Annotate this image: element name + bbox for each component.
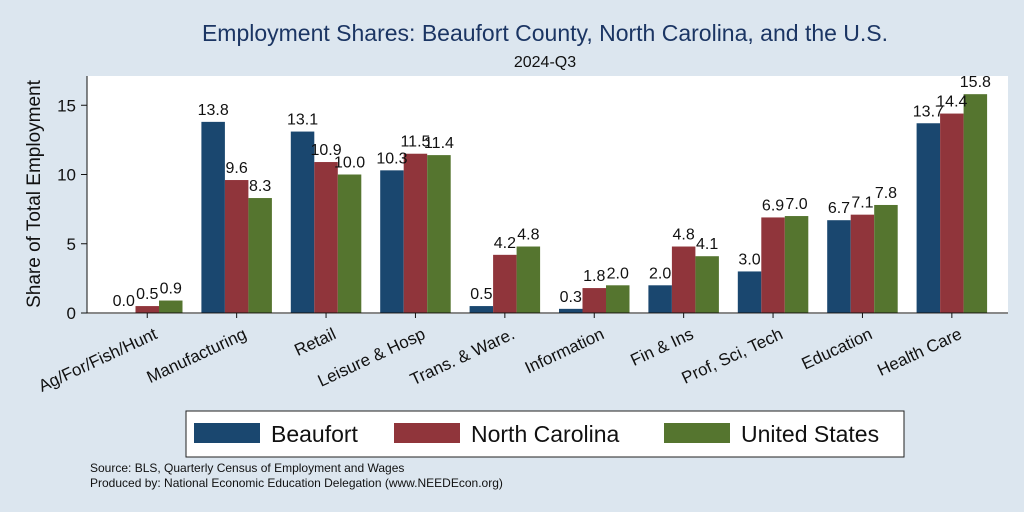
- bar-north-carolina-fin-ins: [671, 246, 696, 313]
- bar-north-carolina-leisure-hosp: [403, 153, 428, 313]
- x-tick-label-information: Information: [522, 324, 607, 377]
- bar-north-carolina-trans-ware: [493, 254, 517, 313]
- bars: [135, 94, 988, 314]
- bar-united-states-trans-ware: [516, 246, 541, 313]
- data-label-united-states-leisure-hosp: 11.4: [424, 135, 454, 152]
- bar-united-states-retail: [337, 174, 362, 313]
- data-label-north-carolina-information: 1.8: [583, 268, 605, 285]
- data-label-beaufort-retail: 13.1: [287, 112, 318, 129]
- data-label-united-states-fin-ins: 4.1: [696, 236, 718, 253]
- bar-united-states-leisure-hosp: [427, 155, 451, 313]
- x-tick-label-education: Education: [799, 324, 876, 373]
- data-label-beaufort-health-care: 13.7: [913, 103, 944, 120]
- y-axis: 0 5 10 15: [57, 76, 88, 323]
- data-label-united-states-ag-for-fish-hunt: 0.9: [160, 281, 182, 298]
- x-tick-label-ag-for-fish-hunt: Ag/For/Fish/Hunt: [36, 324, 161, 396]
- bar-united-states-manufacturing: [248, 198, 272, 313]
- data-label-beaufort-fin-ins: 2.0: [649, 265, 671, 282]
- bar-north-carolina-prof-sci-tech: [761, 217, 785, 313]
- chart-title: Employment Shares: Beaufort County, Nort…: [202, 20, 888, 46]
- data-label-north-carolina-prof-sci-tech: 6.9: [762, 197, 784, 214]
- data-label-united-states-manufacturing: 8.3: [249, 178, 271, 195]
- data-label-united-states-health-care: 15.8: [960, 74, 991, 91]
- data-label-north-carolina-health-care: 14.4: [936, 94, 967, 111]
- data-label-north-carolina-manufacturing: 9.6: [226, 160, 248, 177]
- data-label-north-carolina-fin-ins: 4.8: [673, 227, 695, 244]
- data-label-north-carolina-education: 7.1: [851, 195, 873, 212]
- bar-beaufort-information: [559, 308, 583, 313]
- bar-united-states-information: [606, 285, 630, 313]
- y-tick-label: 0: [67, 304, 76, 323]
- legend-swatch-united-states: [664, 423, 730, 443]
- data-labels: 0.0 0.5 0.913.89.68.313.110.910.0 10.311.51…: [113, 74, 991, 310]
- bar-beaufort-health-care: [916, 123, 941, 313]
- bar-united-states-ag-for-fish-hunt: [159, 300, 183, 313]
- data-label-north-carolina-leisure-hosp: 11.5: [400, 134, 430, 151]
- legend-label-beaufort: Beaufort: [271, 421, 359, 447]
- data-label-north-carolina-trans-ware: 4.2: [494, 235, 516, 252]
- bar-north-carolina-retail: [314, 162, 338, 313]
- produced-by-note: Produced by: National Economic Education…: [90, 476, 503, 490]
- data-label-beaufort-information: 0.3: [560, 289, 582, 306]
- data-label-united-states-retail: 10.0: [334, 155, 365, 172]
- x-tick-label-manufacturing: Manufacturing: [144, 324, 250, 387]
- bar-north-carolina-health-care: [940, 113, 964, 313]
- bar-united-states-education: [874, 204, 898, 313]
- x-tick-label-retail: Retail: [291, 324, 338, 360]
- y-tick-label: 5: [67, 235, 76, 254]
- data-label-beaufort-manufacturing: 13.8: [198, 102, 229, 119]
- data-label-beaufort-trans-ware: 0.5: [470, 286, 492, 303]
- bar-beaufort-trans-ware: [469, 306, 494, 313]
- bar-beaufort-prof-sci-tech: [737, 271, 762, 313]
- bar-north-carolina-information: [582, 288, 606, 313]
- x-tick-label-fin-ins: Fin & Ins: [628, 324, 697, 370]
- bar-north-carolina-manufacturing: [224, 180, 249, 313]
- bar-north-carolina-ag-for-fish-hunt: [135, 306, 159, 313]
- x-tick-label-health-care: Health Care: [874, 324, 964, 380]
- y-tick-label: 10: [57, 166, 76, 185]
- legend-label-north-carolina: North Carolina: [471, 421, 619, 447]
- x-tick-label-prof-sci-tech: Prof, Sci, Tech: [679, 324, 786, 387]
- data-label-united-states-trans-ware: 4.8: [517, 227, 539, 244]
- legend-box: [185, 410, 905, 458]
- legend-swatch-north-carolina: [394, 423, 460, 443]
- legend: Beaufort North Carolina United States: [185, 410, 905, 458]
- bar-beaufort-fin-ins: [648, 285, 672, 313]
- y-axis-label: Share of Total Employment: [24, 79, 45, 307]
- data-label-beaufort-leisure-hosp: 10.3: [376, 150, 407, 167]
- data-label-beaufort-ag-for-fish-hunt: 0.0: [113, 293, 135, 310]
- bar-united-states-prof-sci-tech: [784, 216, 809, 313]
- bar-beaufort-leisure-hosp: [380, 170, 404, 313]
- bar-beaufort-retail: [290, 131, 315, 313]
- data-label-north-carolina-ag-for-fish-hunt: 0.5: [136, 286, 158, 303]
- bar-north-carolina-education: [850, 214, 875, 313]
- data-label-united-states-information: 2.0: [607, 265, 629, 282]
- data-label-united-states-prof-sci-tech: 7.0: [785, 196, 807, 213]
- data-label-united-states-education: 7.8: [875, 185, 897, 202]
- data-label-beaufort-education: 6.7: [828, 200, 850, 217]
- bar-united-states-fin-ins: [695, 256, 719, 313]
- data-label-beaufort-prof-sci-tech: 3.0: [738, 251, 760, 268]
- chart-subtitle: 2024-Q3: [514, 54, 576, 71]
- y-tick-label: 15: [57, 96, 76, 115]
- data-label-north-carolina-retail: 10.9: [310, 142, 341, 159]
- bar-united-states-health-care: [963, 94, 988, 313]
- bar-beaufort-manufacturing: [201, 121, 225, 314]
- bar-beaufort-education: [827, 220, 851, 313]
- legend-label-united-states: United States: [741, 421, 879, 447]
- source-note: Source: BLS, Quarterly Census of Employm…: [90, 461, 404, 475]
- legend-swatch-beaufort: [194, 423, 260, 443]
